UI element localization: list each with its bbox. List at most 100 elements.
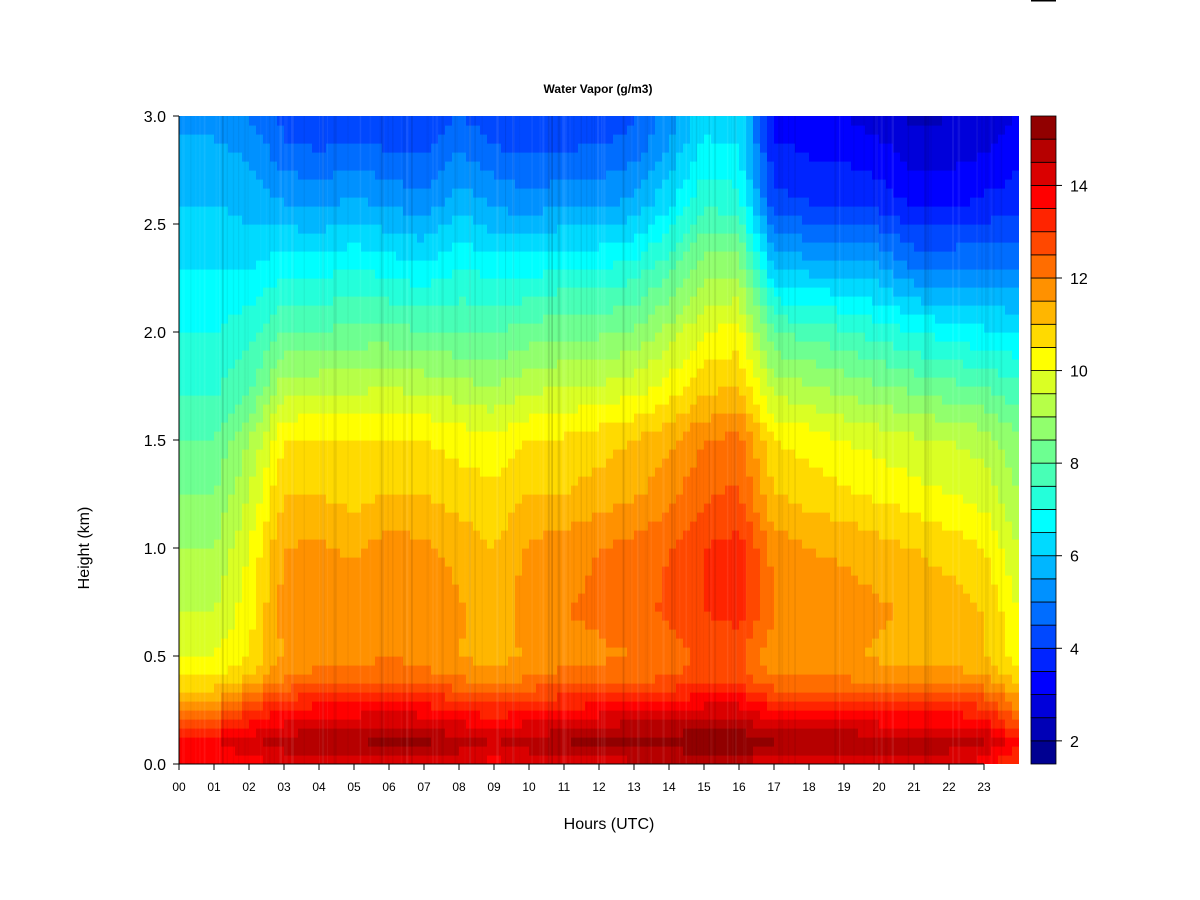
heatmap-cell — [641, 638, 649, 648]
heatmap-cell — [522, 593, 530, 603]
heatmap-cell — [368, 188, 376, 198]
heatmap-cell — [501, 332, 509, 342]
heatmap-cell — [620, 440, 628, 450]
heatmap-cell — [634, 350, 642, 360]
heatmap-cell — [438, 206, 446, 216]
heatmap-cell — [207, 539, 215, 549]
heatmap-cell — [571, 440, 579, 450]
heatmap-cell — [578, 494, 586, 504]
heatmap-cell — [466, 143, 474, 153]
heatmap-cell — [466, 431, 474, 441]
heatmap-cell — [494, 521, 502, 531]
heatmap-cell — [627, 233, 635, 243]
heatmap-cell — [354, 701, 362, 711]
heatmap-cell — [550, 548, 558, 558]
heatmap-cell — [564, 359, 572, 369]
heatmap-cell — [557, 755, 565, 764]
heatmap-cell — [354, 485, 362, 495]
heatmap-cell — [648, 692, 656, 702]
heatmap-cell — [627, 503, 635, 513]
heatmap-cell — [424, 503, 432, 513]
heatmap-cell — [459, 539, 467, 549]
heatmap-cell — [382, 350, 390, 360]
heatmap-cell — [221, 683, 229, 693]
heatmap-cell — [403, 296, 411, 306]
heatmap-cell — [249, 161, 257, 171]
heatmap-cell — [221, 692, 229, 702]
heatmap-cell — [256, 548, 264, 558]
heatmap-cell — [214, 665, 222, 675]
heatmap-cell — [452, 521, 460, 531]
heatmap-cell — [291, 125, 299, 135]
heatmap-cell — [277, 692, 285, 702]
heatmap-cell — [382, 584, 390, 594]
heatmap-cell — [522, 701, 530, 711]
heatmap-cell — [284, 521, 292, 531]
heatmap-cell — [522, 620, 530, 630]
heatmap-cell — [347, 593, 355, 603]
heatmap-cell — [585, 125, 593, 135]
heatmap-cell — [613, 458, 621, 468]
heatmap-cell — [200, 215, 208, 225]
heatmap-cell — [347, 683, 355, 693]
heatmap-cell — [207, 359, 215, 369]
heatmap-cell — [375, 548, 383, 558]
heatmap-cell — [305, 449, 313, 459]
heatmap-cell — [249, 548, 257, 558]
heatmap-cell — [214, 548, 222, 558]
heatmap-cell — [445, 701, 453, 711]
heatmap-cell — [424, 215, 432, 225]
heatmap-cell — [256, 341, 264, 351]
heatmap-cell — [529, 449, 537, 459]
heatmap-cell — [606, 323, 614, 333]
heatmap-cell — [564, 512, 572, 522]
heatmap-cell — [585, 503, 593, 513]
heatmap-cell — [410, 170, 418, 180]
heatmap-cell — [417, 539, 425, 549]
heatmap-cell — [207, 521, 215, 531]
heatmap-cell — [333, 377, 341, 387]
heatmap-cell — [354, 566, 362, 576]
heatmap-cell — [578, 206, 586, 216]
heatmap-cell — [557, 476, 565, 486]
heatmap-cell — [655, 557, 663, 567]
heatmap-cell — [249, 404, 257, 414]
heatmap-cell — [627, 350, 635, 360]
heatmap-cell — [228, 350, 236, 360]
heatmap-cell — [606, 728, 614, 738]
heatmap-cell — [277, 341, 285, 351]
heatmap-cell — [319, 404, 327, 414]
heatmap-cell — [249, 116, 257, 126]
heatmap-cell — [445, 746, 453, 756]
heatmap-cell — [228, 485, 236, 495]
heatmap-cell — [326, 206, 334, 216]
heatmap-cell — [333, 602, 341, 612]
heatmap-cell — [606, 566, 614, 576]
heatmap-cell — [361, 278, 369, 288]
heatmap-cell — [515, 557, 523, 567]
heatmap-cell — [627, 188, 635, 198]
heatmap-cell — [620, 233, 628, 243]
heatmap-cell — [627, 692, 635, 702]
heatmap-cell — [466, 413, 474, 423]
heatmap-cell — [347, 116, 355, 126]
heatmap-cell — [193, 683, 201, 693]
heatmap-cell — [291, 476, 299, 486]
heatmap-cell — [361, 350, 369, 360]
heatmap-cell — [298, 125, 306, 135]
heatmap-cell — [347, 530, 355, 540]
heatmap-cell — [291, 242, 299, 252]
heatmap-cell — [214, 224, 222, 234]
heatmap-cell — [193, 350, 201, 360]
heatmap-cell — [382, 629, 390, 639]
heatmap-cell — [431, 728, 439, 738]
heatmap-cell — [193, 170, 201, 180]
heatmap-cell — [396, 431, 404, 441]
heatmap-cell — [424, 260, 432, 270]
heatmap-cell — [284, 323, 292, 333]
heatmap-cell — [347, 278, 355, 288]
heatmap-cell — [214, 593, 222, 603]
heatmap-cell — [193, 152, 201, 162]
heatmap-cell — [613, 260, 621, 270]
heatmap-cell — [347, 404, 355, 414]
